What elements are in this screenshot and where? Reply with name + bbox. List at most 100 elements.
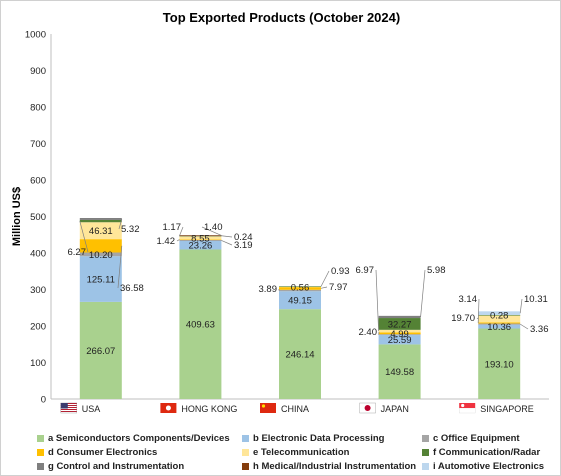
flag-usa-icon (60, 402, 77, 414)
bar-segment (179, 236, 222, 240)
legend-label: e Telecommunication (253, 446, 350, 458)
data-label: 266.07 (86, 346, 115, 357)
leader-line (79, 221, 89, 253)
leader-line (476, 317, 479, 320)
bar-segment (478, 315, 521, 323)
data-label: 6.97 (356, 265, 375, 276)
leader-line (477, 298, 480, 323)
data-label: 3.14 (459, 294, 478, 305)
legend-swatch (422, 434, 429, 442)
legend-label: a Semiconductors Components/Devices (48, 432, 230, 444)
y-tick-label: 1000 (25, 30, 46, 41)
data-label: 19.70 (451, 313, 475, 324)
chart-title: Top Exported Products (October 2024) (162, 10, 401, 25)
data-label: 0.56 (291, 282, 310, 293)
legend-swatch (422, 448, 429, 456)
data-label: 5.32 (121, 224, 140, 235)
legend-item: i Automotive Electronics (422, 461, 544, 472)
legend-swatch (37, 448, 44, 456)
data-label: 10.36 (487, 322, 511, 333)
data-label: 0.28 (490, 311, 509, 322)
leader-line (519, 298, 523, 314)
bar-segment (478, 322, 521, 324)
bar-segment (79, 239, 122, 253)
data-label: 1.42 (157, 236, 176, 247)
bar-segment (478, 311, 521, 316)
bar-segment (279, 289, 321, 292)
bar-segment (478, 315, 521, 316)
bar-segment (279, 286, 321, 288)
bar-segment (378, 318, 421, 330)
y-tick-label: 800 (30, 103, 46, 114)
legend-item: e Telecommunication (242, 447, 422, 458)
data-label: 3.19 (234, 240, 253, 251)
leader-line (118, 218, 123, 230)
leader-line (221, 240, 233, 246)
legend: a Semiconductors Components/Devices b Ele… (37, 431, 547, 473)
data-label: 2.40 (359, 327, 378, 338)
bar-segment (79, 252, 122, 257)
legend-swatch (37, 462, 44, 470)
flag-singapore-icon (459, 403, 476, 414)
x-tick-label: HONG KONG (181, 404, 237, 414)
data-label: 0.24 (234, 232, 253, 243)
data-label: 1.40 (204, 222, 223, 233)
data-label: 3.89 (259, 284, 278, 295)
data-label: 1.17 (163, 222, 182, 233)
y-tick-label: 400 (30, 249, 46, 260)
legend-label: g Control and Instrumentation (48, 460, 185, 472)
legend-swatch (422, 462, 429, 470)
leader-line (520, 323, 529, 330)
bar-segment (279, 286, 321, 290)
bar-segment (478, 328, 521, 399)
leader-line (320, 286, 328, 289)
data-label: 49.15 (288, 296, 312, 307)
bar-segment (378, 334, 421, 336)
y-tick-label: 0 (41, 395, 46, 406)
data-label: 5.98 (427, 265, 446, 276)
bar-segment (378, 344, 421, 399)
bar-segment (79, 256, 122, 302)
legend-label: h Medical/Industrial Instrumentation (253, 460, 417, 472)
bar-segment (79, 218, 122, 220)
x-tick-label: JAPAN (381, 404, 409, 414)
leader-line (221, 235, 233, 238)
legend-row: g Control and Instrumentation h Medical/I… (37, 459, 547, 473)
leader-line (375, 269, 379, 332)
bar-segment (478, 324, 521, 329)
legend-swatch (37, 434, 44, 442)
bar-segment (378, 329, 421, 333)
data-label: 149.58 (385, 367, 414, 378)
legend-row: a Semiconductors Components/Devices b Ele… (37, 431, 547, 445)
flag-japan-icon (359, 402, 376, 414)
y-axis-title: Million US$ (11, 187, 23, 246)
bar-segment (179, 240, 222, 250)
y-tick-label: 700 (30, 139, 46, 150)
bar-segment (378, 315, 421, 319)
data-label: 7.97 (329, 282, 348, 293)
legend-label: d Consumer Electronics (48, 446, 158, 458)
y-tick-label: 500 (30, 212, 46, 223)
flag-china-icon (260, 403, 276, 413)
leader-line (420, 269, 426, 317)
y-tick-label: 600 (30, 176, 46, 187)
x-tick-label: USA (82, 404, 101, 414)
data-label: 4.99 (390, 329, 409, 340)
bar-segment (378, 335, 421, 345)
legend-swatch (242, 448, 249, 456)
data-label: 10.31 (524, 294, 548, 305)
legend-label: f Communication/Radar (433, 446, 541, 458)
bar-segment (179, 239, 222, 240)
legend-swatch (242, 434, 249, 442)
data-label: 10.20 (89, 250, 113, 261)
data-label: 246.14 (285, 350, 314, 361)
legend-row: d Consumer Electronics e Telecommunicatio… (37, 445, 547, 459)
bar-segment (179, 249, 222, 399)
leader-line (201, 226, 222, 236)
bar-segment (179, 239, 222, 241)
bar-segment (79, 222, 122, 240)
legend-label: b Electronic Data Processing (253, 432, 385, 444)
data-label: 25.59 (388, 335, 412, 346)
bar-segment (378, 332, 421, 335)
